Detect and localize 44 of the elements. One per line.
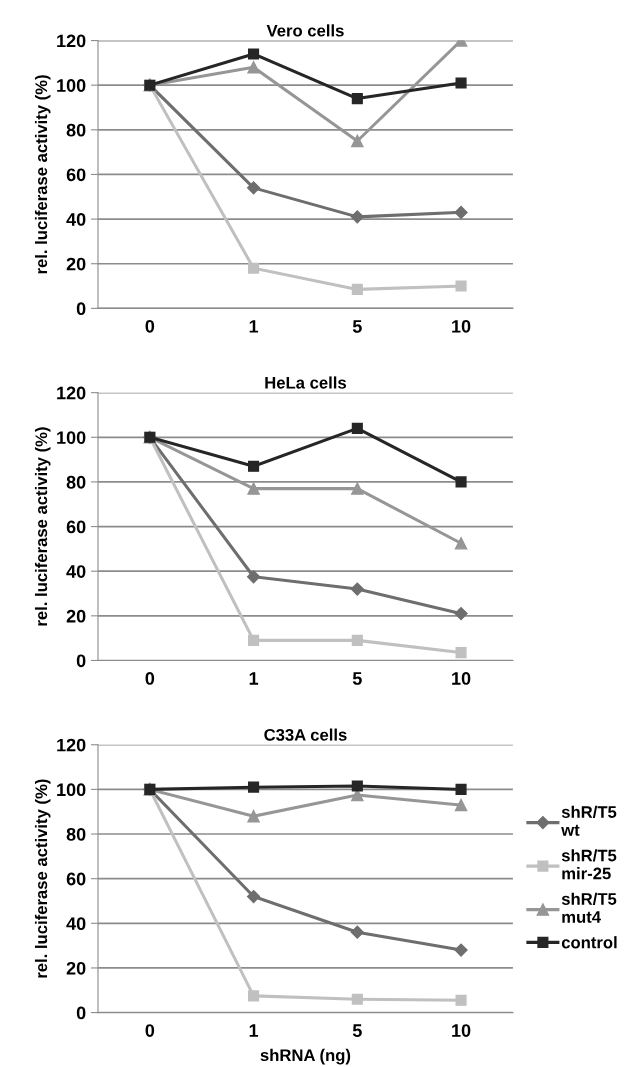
x-tick-label: 5 [352,672,362,685]
x-tick-label: 0 [145,319,155,333]
y-tick-label: 20 [66,961,86,975]
x-tick-label: 1 [249,320,259,333]
y-tick-label: 80 [66,827,86,841]
legend-label: shR/T5 wt [561,805,617,836]
x-tick-label: 5 [352,1024,362,1037]
x-tick-label: 0 [145,672,155,685]
y-tick-label: 100 [57,783,86,797]
y-axis-title: rel. luciferase activity (%) [34,779,51,978]
legend-label: control [561,936,617,949]
chart-title: Vero cells [266,24,344,37]
y-tick-label: 80 [66,475,86,489]
chart-title: C33A cells [264,728,347,741]
y-tick-label: 120 [57,738,86,752]
x-tick-label: 1 [249,1024,259,1037]
y-tick-label: 60 [66,520,86,534]
y-tick-label: 0 [76,302,86,316]
x-axis-title: shRNA (ng) [260,1048,351,1065]
y-tick-label: 80 [66,123,86,137]
y-tick-label: 40 [66,213,86,226]
x-tick-label: 0 [145,1024,155,1037]
y-tick-label: 40 [66,565,86,578]
y-tick-label: 60 [66,872,86,886]
chart-title: HeLa cells [265,376,346,389]
y-tick-label: 20 [66,257,86,271]
x-tick-label: 10 [452,1024,471,1037]
x-tick-label: 10 [452,319,471,333]
y-axis-title: rel. luciferase activity (%) [34,75,51,274]
y-tick-label: 120 [57,386,86,400]
y-tick-label: 0 [76,654,86,668]
legend-label: shR/T5 mut4 [561,892,617,923]
x-tick-label: 10 [452,672,471,685]
y-tick-label: 60 [66,168,86,182]
x-tick-label: 5 [352,320,362,333]
y-tick-label: 100 [57,431,86,445]
y-tick-label: 20 [66,609,86,623]
x-tick-label: 1 [249,672,259,685]
y-tick-label: 40 [66,917,86,931]
legend-label: shR/T5 mir-25 [561,849,617,880]
y-tick-label: 0 [76,1006,86,1020]
y-tick-label: 100 [57,79,86,92]
y-axis-title: rel. luciferase activity (%) [34,427,51,626]
y-tick-label: 120 [57,34,86,48]
